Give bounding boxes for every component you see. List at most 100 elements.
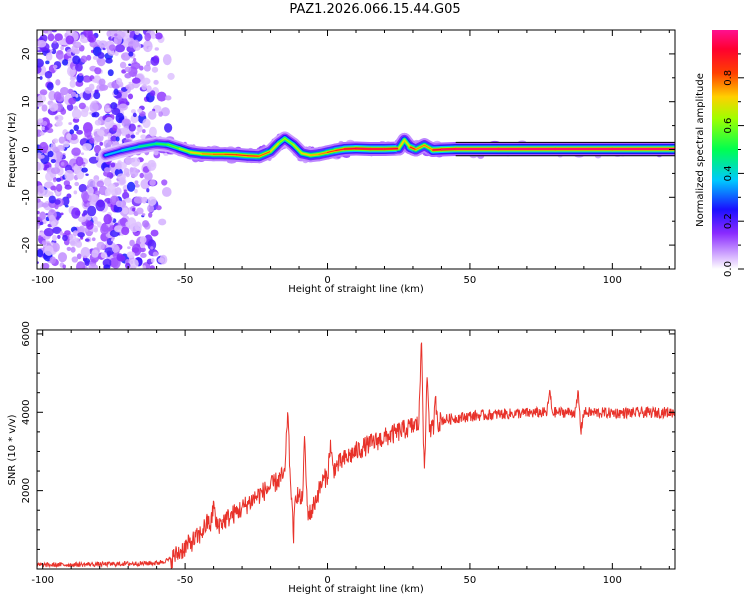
noise-speckle: [123, 167, 130, 176]
noise-speckle: [62, 234, 68, 242]
noise-speckle: [54, 33, 63, 42]
noise-speckle: [100, 224, 109, 235]
noise-speckle: [85, 173, 89, 176]
noise-speckle: [121, 32, 126, 37]
colorbar-tick-label: 0.2: [723, 213, 734, 229]
noise-speckle: [128, 123, 136, 132]
noise-speckle: [75, 156, 84, 167]
noise-speckle: [111, 244, 120, 253]
noise-speckle: [130, 109, 137, 114]
colorbar-tick-label: 0.8: [723, 70, 734, 86]
noise-speckle: [60, 45, 64, 51]
noise-speckle: [67, 57, 74, 62]
noise-speckle: [81, 190, 90, 201]
noise-speckle: [42, 262, 50, 269]
noise-speckle: [68, 97, 77, 105]
noise-speckle: [93, 144, 102, 154]
noise-speckle: [116, 173, 126, 181]
noise-speckle: [50, 185, 57, 191]
noise-speckle: [134, 183, 140, 188]
noise-speckle: [150, 258, 155, 263]
noise-speckle: [73, 41, 82, 49]
noise-speckle: [95, 156, 100, 161]
noise-speckle: [54, 116, 59, 120]
ridge-segment: [409, 146, 417, 151]
ridge-segment: [121, 146, 141, 152]
noise-speckle: [161, 179, 168, 186]
noise-speckle: [132, 207, 136, 212]
noise-speckle: [46, 123, 53, 129]
noise-speckle: [147, 110, 157, 120]
noise-speckle: [98, 40, 108, 48]
noise-speckle: [110, 102, 118, 110]
spectrogram-y-tick-label: 20: [21, 48, 32, 61]
noise-speckle: [104, 116, 114, 129]
noise-speckle: [39, 131, 45, 136]
noise-speckle: [110, 162, 116, 168]
noise-speckle: [108, 44, 116, 52]
noise-speckle: [124, 66, 132, 73]
noise-speckle: [143, 64, 151, 72]
noise-speckle: [114, 187, 122, 196]
noise-speckle: [148, 212, 153, 218]
spectrogram-x-tick-label: -50: [177, 275, 193, 286]
noise-speckle: [154, 47, 159, 51]
noise-speckle: [151, 57, 155, 61]
noise-speckle: [57, 252, 68, 263]
noise-speckle: [88, 83, 95, 91]
spectrogram-y-tick-label: -10: [21, 189, 32, 205]
noise-speckle: [39, 89, 48, 96]
noise-speckle: [87, 186, 94, 196]
noise-speckle: [103, 139, 112, 149]
noise-speckle: [71, 108, 82, 120]
noise-speckle: [126, 181, 136, 192]
noise-speckle: [154, 32, 163, 40]
noise-speckle: [96, 180, 105, 188]
noise-speckle: [57, 145, 64, 150]
noise-speckle: [130, 114, 139, 124]
noise-speckle: [87, 205, 97, 217]
colorbar-ticks: 0.0 0.2 0.4 0.6 0.8: [723, 53, 744, 277]
noise-speckle: [80, 109, 89, 118]
noise-speckle: [125, 86, 130, 90]
noise-speckle: [134, 180, 139, 185]
noise-speckle: [72, 230, 79, 237]
noise-speckle: [73, 124, 80, 132]
noise-speckle: [54, 199, 61, 205]
noise-speckle: [100, 252, 108, 259]
noise-speckle: [50, 143, 56, 150]
noise-speckle: [78, 216, 87, 223]
noise-speckle: [75, 240, 83, 248]
noise-speckle: [126, 37, 131, 42]
ridge-segment: [318, 151, 329, 155]
ridge-segment: [235, 154, 249, 157]
noise-speckle: [130, 134, 136, 139]
noise-speckle: [144, 32, 152, 42]
snr-x-tick-label: 50: [464, 575, 477, 586]
noise-speckle: [49, 102, 59, 112]
noise-speckle: [116, 253, 124, 262]
noise-speckle: [130, 157, 141, 167]
noise-speckle: [52, 226, 62, 234]
noise-speckle: [80, 247, 91, 258]
noise-speckle: [92, 111, 100, 118]
noise-speckle: [60, 212, 64, 216]
noise-speckle: [105, 57, 113, 64]
noise-speckle: [129, 239, 135, 247]
ridge-segment: [167, 144, 181, 150]
noise-speckle: [124, 73, 132, 79]
noise-speckle: [92, 55, 98, 60]
snr-y-tick-label: 2000: [21, 478, 32, 503]
noise-speckle: [145, 85, 152, 93]
noise-speckle: [99, 84, 109, 91]
noise-speckle: [123, 189, 127, 193]
noise-speckle: [42, 219, 47, 225]
noise-speckle: [49, 256, 57, 265]
noise-speckle: [148, 126, 157, 137]
noise-speckle: [39, 221, 44, 226]
spectrogram-x-tick-label: 0: [324, 275, 330, 286]
noise-speckle: [125, 156, 132, 165]
noise-speckle: [60, 108, 67, 115]
noise-speckle: [55, 120, 63, 127]
noise-speckle: [151, 66, 159, 73]
